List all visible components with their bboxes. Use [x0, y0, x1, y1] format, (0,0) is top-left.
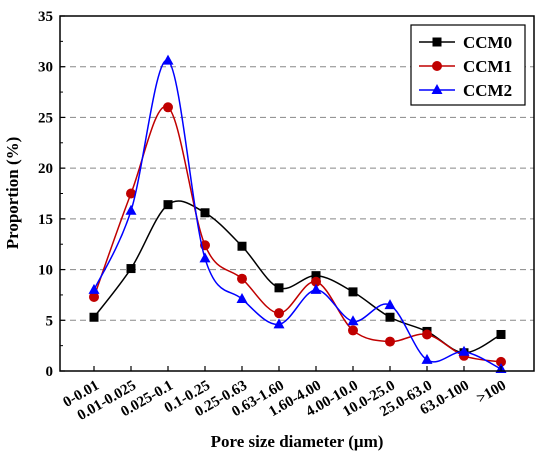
data-point-circle: [89, 291, 99, 302]
legend-label: CCM2: [463, 81, 512, 100]
legend-box: [410, 24, 526, 106]
x-tick-label: >100: [474, 378, 509, 407]
data-point-triangle: [421, 353, 433, 364]
data-point-square: [496, 329, 506, 339]
y-axis-title: Proportion (%): [3, 137, 22, 250]
data-point-square: [89, 312, 99, 322]
data-point-triangle: [310, 283, 322, 294]
data-point-circle: [237, 273, 247, 284]
legend-item: CCM0: [419, 33, 512, 52]
y-tick-label: 30: [38, 60, 53, 76]
series-line: [93, 105, 502, 363]
data-point-square: [311, 271, 321, 281]
data-point-circle: [163, 102, 173, 113]
legend-item: CCM2: [419, 81, 512, 100]
data-point-circle: [496, 356, 506, 367]
data-point-triangle: [458, 345, 470, 356]
y-tick-label: 15: [38, 212, 53, 228]
series-line: [93, 200, 502, 354]
data-point-circle: [422, 329, 432, 340]
data-point-triangle: [347, 315, 359, 326]
legend-item: CCM1: [419, 57, 512, 76]
series-group: [88, 54, 507, 373]
y-tick-label: 20: [38, 161, 53, 177]
data-point-square: [200, 208, 210, 218]
data-point-triangle: [199, 252, 211, 263]
legend: CCM0 CCM1 CCM2: [410, 24, 526, 106]
data-point-triangle: [125, 204, 137, 215]
legend-marker: [432, 37, 442, 47]
data-point-circle: [274, 308, 284, 319]
series-ccm0: [89, 200, 506, 358]
data-point-triangle: [384, 299, 396, 310]
y-tick-label: 10: [38, 263, 53, 279]
y-tick-label: 25: [38, 110, 53, 126]
data-point-circle: [311, 276, 321, 287]
legend-label: CCM1: [463, 57, 512, 76]
data-point-circle: [385, 336, 395, 347]
y-tick-label: 5: [46, 313, 54, 329]
legend-marker: [432, 61, 442, 71]
data-point-square: [348, 287, 358, 297]
data-point-triangle: [273, 318, 285, 329]
legend-marker: [431, 84, 443, 94]
data-point-triangle: [162, 54, 174, 65]
y-tick-label: 35: [38, 9, 53, 25]
series-ccm1: [89, 102, 506, 367]
x-axis-title: Pore size diameter (μm): [211, 432, 384, 451]
data-point-square: [385, 312, 395, 322]
series-line: [93, 59, 502, 370]
legend-label: CCM0: [463, 33, 512, 52]
data-point-triangle: [236, 292, 248, 303]
data-point-circle: [348, 325, 358, 336]
data-point-circle: [126, 188, 136, 199]
data-point-square: [163, 200, 173, 210]
data-point-triangle: [88, 283, 100, 294]
data-point-square: [274, 283, 284, 293]
data-point-square: [237, 241, 247, 251]
y-tick-label: 0: [46, 364, 54, 380]
data-point-square: [126, 264, 136, 274]
